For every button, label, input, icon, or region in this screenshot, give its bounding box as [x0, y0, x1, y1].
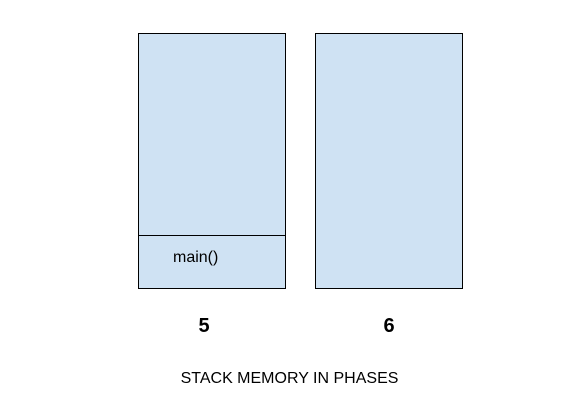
- stack-phase-5: main(): [138, 33, 286, 289]
- stack-frame-main: main(): [139, 235, 285, 288]
- diagram-caption: STACK MEMORY IN PHASES: [180, 370, 399, 387]
- stack-phase-6: [315, 33, 463, 289]
- phase-label-6: 6: [383, 315, 395, 337]
- stack-frame-label: main(): [173, 249, 219, 266]
- phase-label-5: 5: [198, 315, 210, 337]
